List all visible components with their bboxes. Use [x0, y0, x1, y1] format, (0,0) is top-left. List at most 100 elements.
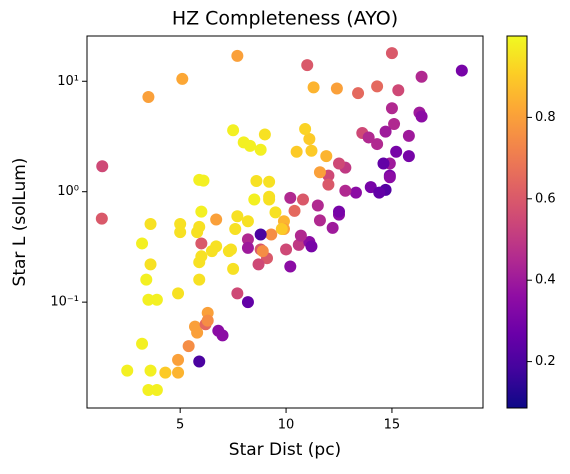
- point: [150, 293, 163, 306]
- point: [265, 228, 278, 241]
- colorbar-tick-label: 0.2: [535, 354, 556, 369]
- point: [241, 233, 254, 246]
- point: [193, 220, 206, 233]
- point: [195, 250, 208, 263]
- point: [371, 138, 384, 151]
- point: [364, 181, 377, 194]
- colorbar: [506, 35, 528, 409]
- point: [95, 212, 108, 225]
- point: [371, 80, 384, 93]
- point: [326, 221, 339, 234]
- chart-title: HZ Completeness (AYO): [172, 8, 398, 30]
- point: [191, 326, 204, 339]
- y-axis-label: Star L (solLum): [10, 158, 30, 287]
- point: [136, 337, 149, 350]
- point: [96, 160, 109, 173]
- x-tick-label: 10: [278, 418, 295, 433]
- point: [250, 175, 263, 188]
- point: [231, 49, 244, 62]
- point: [159, 366, 172, 379]
- point: [385, 102, 398, 115]
- point: [244, 139, 257, 152]
- point: [402, 129, 415, 142]
- point: [254, 228, 267, 241]
- y-tick-label: 10⁻¹: [50, 295, 79, 310]
- x-tick-label: 15: [384, 418, 401, 433]
- point: [248, 193, 261, 206]
- point: [241, 296, 254, 309]
- x-axis-label: Star Dist (pc): [229, 440, 341, 460]
- point: [172, 366, 185, 379]
- point: [379, 125, 392, 138]
- point: [373, 186, 386, 199]
- point: [349, 186, 362, 199]
- point: [402, 150, 415, 163]
- point: [313, 166, 326, 179]
- point: [284, 191, 297, 204]
- x-tick-label: 5: [176, 418, 184, 433]
- point: [339, 184, 352, 197]
- point: [201, 314, 214, 327]
- y-tick-label: 10¹: [57, 74, 79, 89]
- point: [284, 260, 297, 273]
- point: [415, 110, 428, 123]
- point: [216, 329, 229, 342]
- point: [263, 190, 276, 203]
- point: [362, 131, 375, 144]
- point: [455, 64, 468, 77]
- point: [290, 145, 303, 158]
- point: [174, 217, 187, 230]
- point: [288, 204, 301, 217]
- point: [388, 118, 401, 131]
- point: [258, 128, 271, 141]
- point: [392, 84, 405, 97]
- point: [305, 144, 318, 157]
- point: [193, 355, 206, 368]
- point: [231, 287, 244, 300]
- y-tick-label: 10⁰: [57, 184, 79, 199]
- colorbar-tick-label: 0.4: [535, 273, 556, 288]
- point: [195, 205, 208, 218]
- point: [313, 214, 326, 227]
- point: [303, 133, 316, 146]
- point: [292, 238, 305, 251]
- point: [322, 178, 335, 191]
- point: [252, 258, 265, 271]
- point: [150, 384, 163, 397]
- point: [172, 353, 185, 366]
- point: [280, 243, 293, 256]
- point: [144, 258, 157, 271]
- point: [320, 150, 333, 163]
- point: [263, 175, 276, 188]
- point: [227, 124, 240, 137]
- point: [333, 205, 345, 218]
- point: [301, 59, 314, 72]
- point: [269, 206, 282, 219]
- point: [333, 157, 345, 170]
- point: [176, 72, 189, 85]
- point: [390, 145, 403, 158]
- point: [222, 245, 235, 258]
- point: [275, 222, 288, 235]
- point: [142, 91, 155, 104]
- point: [377, 157, 390, 170]
- point: [136, 237, 149, 250]
- point: [231, 210, 244, 223]
- point: [241, 215, 254, 228]
- point: [311, 199, 324, 212]
- point: [144, 217, 157, 230]
- point: [182, 340, 195, 353]
- point: [294, 229, 307, 242]
- colorbar-tick-label: 0.6: [535, 191, 556, 206]
- point: [144, 364, 157, 377]
- point: [383, 171, 396, 184]
- point: [256, 245, 269, 258]
- point: [229, 222, 242, 235]
- point: [210, 213, 223, 226]
- point: [254, 143, 267, 156]
- point: [195, 237, 208, 250]
- point: [297, 193, 309, 206]
- point: [172, 287, 185, 300]
- point: [241, 241, 254, 254]
